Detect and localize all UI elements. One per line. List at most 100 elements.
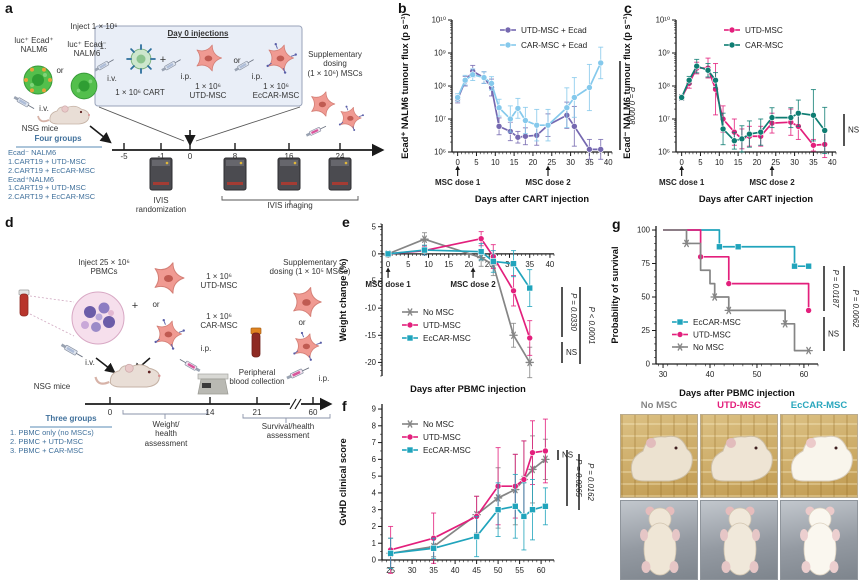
weight-assessment-label: Weight/ health assessment [144, 420, 188, 448]
ivis-imaging-bracket [221, 196, 359, 205]
svg-text:NS: NS [848, 126, 859, 135]
series-CAR-MSC + Ecad [454, 46, 605, 142]
iv-syringe-icon [59, 342, 85, 360]
svg-text:CAR-MSC: CAR-MSC [745, 41, 783, 50]
panel-label-b: b [398, 0, 407, 16]
iv-label: i.v. [39, 104, 49, 113]
four-groups-title: Four groups [34, 134, 82, 143]
timeline-tick: 60 [308, 408, 318, 417]
svg-text:10⁶: 10⁶ [434, 148, 446, 157]
svg-text:40: 40 [706, 370, 715, 379]
svg-text:NS: NS [566, 348, 577, 357]
mouse-belly-silhouette [640, 506, 680, 576]
series-EcCAR-MSC [387, 473, 549, 569]
utd-msc-label: 1 × 10⁶ UTD-MSC [189, 82, 227, 101]
svg-text:MSC dose 2: MSC dose 2 [749, 178, 795, 187]
svg-text:UTD-MSC: UTD-MSC [745, 26, 783, 35]
panel-label-c: c [624, 0, 632, 16]
or-text: or [56, 66, 64, 75]
svg-text:8: 8 [372, 421, 376, 430]
panel-a-diagram [12, 25, 385, 205]
svg-text:60: 60 [800, 370, 809, 379]
mouse-belly-silhouette [720, 506, 760, 576]
three-groups-list: 1. PBMC only (no MSCs) 2. PBMC + UTD-MSC… [10, 428, 94, 455]
svg-text:15: 15 [510, 158, 519, 167]
svg-text:60: 60 [537, 566, 546, 575]
series-UTD-MSC [678, 57, 829, 159]
svg-text:15: 15 [444, 260, 453, 269]
svg-text:30: 30 [790, 158, 799, 167]
mouse-photo-cage-utd-msc [700, 414, 778, 498]
svg-text:75: 75 [641, 259, 650, 268]
svg-text:Days after CART injection: Days after CART injection [699, 194, 813, 204]
timeline-tick: -5 [120, 152, 128, 161]
svg-text:45: 45 [472, 566, 481, 575]
svg-text:10⁸: 10⁸ [658, 82, 670, 91]
svg-text:30: 30 [505, 260, 514, 269]
svg-text:30: 30 [566, 158, 575, 167]
or2-text: or [298, 318, 306, 327]
svg-text:10⁸: 10⁸ [434, 82, 446, 91]
nsg-mice-label: NSG mice [33, 382, 71, 391]
timeline-tick: 0 [107, 408, 113, 417]
car-msc-label: 1 × 10⁶ CAR-MSC [200, 312, 238, 331]
ip2-label: i.p. [251, 72, 263, 81]
ip-label: i.p. [200, 344, 212, 353]
svg-text:40: 40 [604, 158, 613, 167]
svg-text:10: 10 [491, 158, 500, 167]
inject-pbmc-text: Inject 25 × 10⁶ PBMCs [78, 258, 130, 277]
nalm6-ecad-cell-icon [24, 66, 52, 94]
svg-text:Days after CART injection: Days after CART injection [475, 194, 589, 204]
timeline-tick: 16 [284, 152, 294, 161]
svg-text:UTD-MSC: UTD-MSC [423, 433, 461, 442]
timeline-tick: 14 [205, 408, 215, 417]
svg-text:20: 20 [465, 260, 474, 269]
svg-text:10¹⁰: 10¹⁰ [432, 16, 446, 25]
or2-text: or [233, 56, 241, 65]
svg-text:Weight change (%): Weight change (%) [338, 259, 348, 342]
svg-text:-5: -5 [369, 277, 377, 286]
ip2-label: i.p. [318, 374, 330, 383]
timeline-tick: -1 [157, 152, 165, 161]
svg-text:7: 7 [372, 438, 376, 447]
svg-text:10⁷: 10⁷ [659, 115, 671, 124]
photo-label-eccar-msc: EcCAR-MSC [790, 400, 848, 411]
series-EcCAR-MSC [384, 243, 534, 308]
cell-left-label: luc⁺ Ecad⁺ NALM6 [14, 36, 54, 55]
ivis-imaging-label: IVIS imaging [267, 201, 313, 210]
svg-text:Ecad⁺ NALM6 tumour flux (p s⁻¹: Ecad⁺ NALM6 tumour flux (p s⁻¹) [400, 13, 410, 159]
ip1-label: i.p. [180, 72, 192, 81]
svg-text:Days after PBMC injection: Days after PBMC injection [410, 384, 526, 394]
panel-label-g: g [612, 216, 621, 232]
svg-text:35: 35 [809, 158, 818, 167]
utd-msc-label: 1 × 10⁶ UTD-MSC [200, 272, 238, 291]
svg-text:15: 15 [734, 158, 743, 167]
svg-text:No MSC: No MSC [693, 343, 724, 352]
svg-text:UTD-MSC + Ecad: UTD-MSC + Ecad [521, 26, 587, 35]
svg-text:6: 6 [372, 455, 376, 464]
svg-text:No MSC: No MSC [423, 420, 454, 429]
one-label: 1. [99, 42, 107, 51]
nsg-mice-label: NSG mice [21, 124, 59, 133]
four-groups-list: Ecad⁻ NALM6 1.CART19 + UTD-MSC 2.CART19 … [8, 148, 96, 202]
panel-label-e: e [342, 214, 350, 230]
svg-text:10⁹: 10⁹ [434, 49, 446, 58]
photo-label-utd-msc: UTD-MSC [717, 400, 761, 411]
cell-right-label: luc⁺ Ecad⁻ NALM6 [67, 40, 107, 59]
svg-text:EcCAR-MSC: EcCAR-MSC [423, 334, 471, 343]
ip-syringe-icon [178, 356, 202, 374]
series-EcCAR-MSC [663, 229, 812, 270]
svg-text:10⁷: 10⁷ [435, 115, 447, 124]
svg-text:P = 0.0162: P = 0.0162 [586, 463, 595, 501]
timeline-tick: 24 [335, 152, 345, 161]
panel-label-d: d [5, 214, 14, 230]
nsg-mouse-icon [94, 363, 162, 389]
survival-bracket [242, 414, 331, 423]
svg-text:3: 3 [372, 505, 376, 514]
svg-text:MSC dose 1: MSC dose 1 [435, 178, 481, 187]
svg-text:P = 0.0062: P = 0.0062 [851, 290, 860, 328]
svg-text:P = 0.0187: P = 0.0187 [831, 270, 840, 308]
survival-assessment-label: Survival/health assessment [261, 422, 315, 441]
